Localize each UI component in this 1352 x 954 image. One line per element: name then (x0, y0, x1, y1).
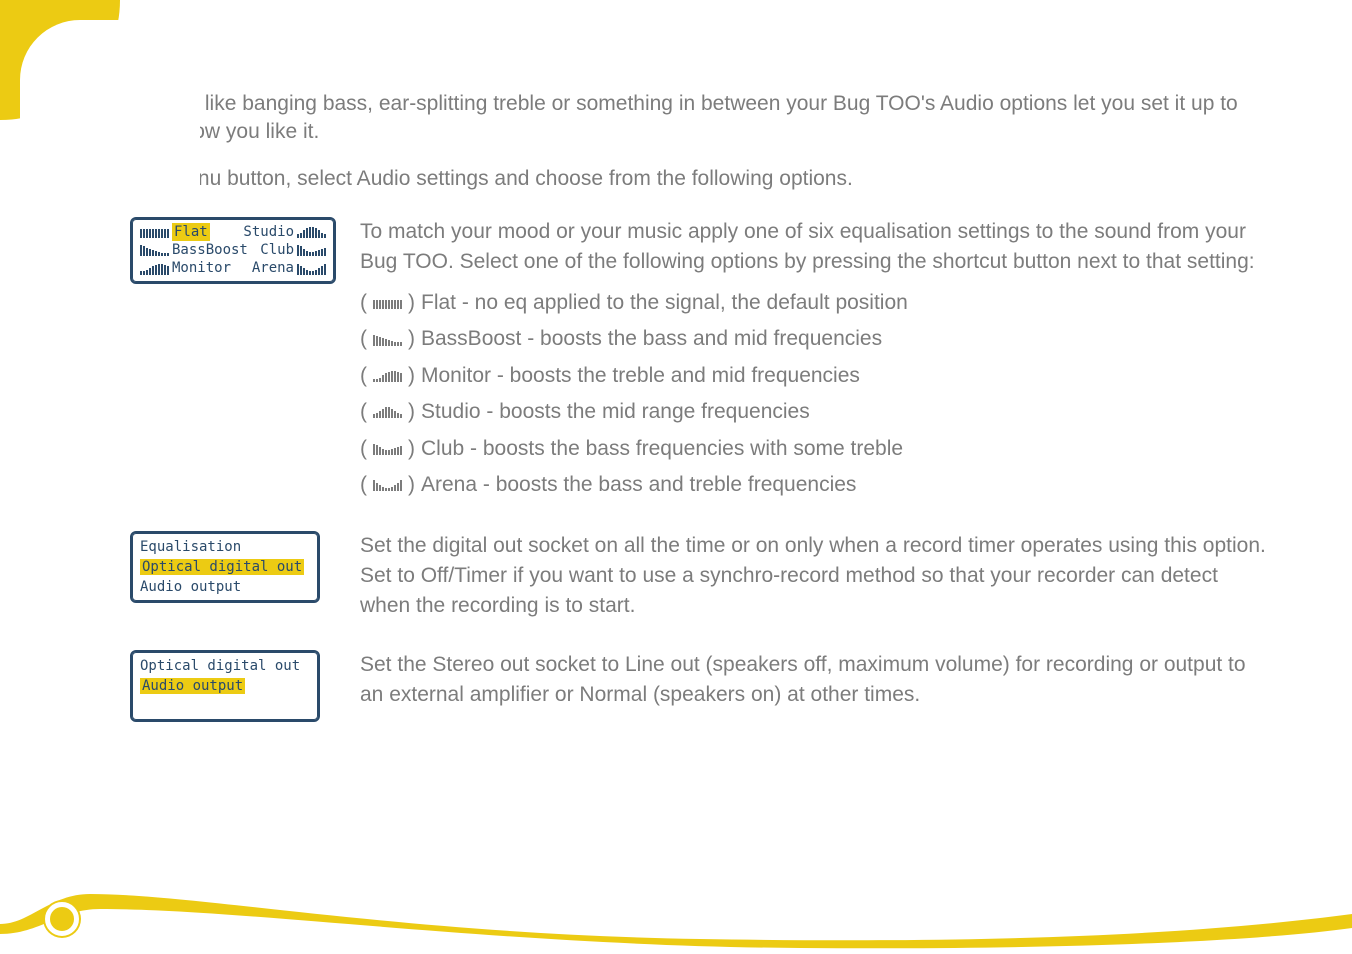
eq-option-text: Flat - no eq applied to the signal, the … (421, 288, 908, 318)
lcd-line: Optical digital out (138, 656, 312, 676)
lcd-label-club: Club (260, 241, 294, 259)
eq-option-bassboost: () BassBoost - boosts the bass and mid f… (360, 324, 1272, 354)
eq-option-arena: () Arena - boosts the bass and treble fr… (360, 470, 1272, 500)
eq-option-text: Arena - boosts the bass and treble frequ… (421, 470, 856, 500)
flat-icon (140, 226, 169, 238)
paren-close: ) (408, 361, 415, 391)
lcd-line: Audio output (138, 676, 312, 696)
arena-icon (373, 479, 402, 491)
lcd-line: Optical digital out (138, 557, 312, 577)
eq-option-club: () Club - boosts the bass frequencies wi… (360, 434, 1272, 464)
paren-open: ( (360, 324, 367, 354)
eq-option-text: Studio - boosts the mid range frequencie… (421, 397, 810, 427)
audio-output-description: Set the Stereo out socket to Line out (s… (360, 650, 1272, 711)
lcd-label-flat: Flat (172, 223, 210, 241)
eq-option-monitor: () Monitor - boosts the treble and mid f… (360, 361, 1272, 391)
lcd-highlight: Audio output (140, 678, 245, 694)
intro-paragraph-2: Push the Menu button, select Audio setti… (80, 165, 1272, 193)
lcd-label-bassboost: BassBoost (172, 241, 248, 259)
paren-open: ( (360, 288, 367, 318)
section-equalisation: Flat Studio BassBoost Club (80, 217, 1272, 507)
studio-icon (297, 226, 326, 238)
footer-decoration (0, 884, 1352, 954)
paren-close: ) (408, 288, 415, 318)
eq-option-flat: () Flat - no eq applied to the signal, t… (360, 288, 1272, 318)
paren-close: ) (408, 434, 415, 464)
bassboost-icon (373, 334, 402, 346)
paren-open: ( (360, 434, 367, 464)
page: Whether you like banging bass, ear-split… (0, 0, 1352, 954)
paren-open: ( (360, 361, 367, 391)
section-optical-digital-out: Equalisation Optical digital out Audio out… (80, 531, 1272, 626)
club-icon (373, 443, 402, 455)
lcd-label-arena: Arena (252, 259, 294, 277)
eq-description: To match your mood or your music apply o… (360, 217, 1272, 278)
studio-icon (373, 406, 402, 418)
paren-close: ) (408, 397, 415, 427)
eq-option-text: BassBoost - boosts the bass and mid freq… (421, 324, 882, 354)
bassboost-icon (140, 244, 169, 256)
eq-options-list: () Flat - no eq applied to the signal, t… (360, 288, 1272, 501)
corner-decoration (0, 0, 200, 200)
paren-close: ) (408, 324, 415, 354)
lcd-row: Monitor Arena (138, 259, 328, 277)
lcd-line (138, 696, 312, 716)
flat-icon (373, 297, 402, 309)
lcd-row: BassBoost Club (138, 241, 328, 259)
eq-option-text: Club - boosts the bass frequencies with … (421, 434, 903, 464)
paren-open: ( (360, 397, 367, 427)
paren-open: ( (360, 470, 367, 500)
club-icon (297, 244, 326, 256)
lcd-optical: Equalisation Optical digital out Audio out… (130, 531, 320, 604)
lcd-equalisation: Flat Studio BassBoost Club (130, 217, 336, 284)
optical-description: Set the digital out socket on all the ti… (360, 531, 1272, 622)
lcd-audio-output: Optical digital out Audio output (130, 650, 320, 723)
monitor-icon (140, 263, 169, 275)
lcd-label-studio: Studio (243, 223, 294, 241)
paren-close: ) (408, 470, 415, 500)
footer-bead-icon (45, 902, 79, 936)
eq-option-text: Monitor - boosts the treble and mid freq… (421, 361, 860, 391)
monitor-icon (373, 370, 402, 382)
arena-icon (297, 263, 326, 275)
lcd-label-monitor: Monitor (172, 259, 231, 277)
lcd-line: Audio output (138, 577, 312, 597)
eq-option-studio: () Studio - boosts the mid range frequen… (360, 397, 1272, 427)
lcd-row: Flat Studio (138, 223, 328, 241)
section-audio-output: Optical digital out Audio output Set the … (80, 650, 1272, 723)
lcd-highlight: Optical digital out (140, 559, 304, 575)
intro-paragraph-1: Whether you like banging bass, ear-split… (80, 90, 1272, 147)
lcd-line: Equalisation (138, 537, 312, 557)
